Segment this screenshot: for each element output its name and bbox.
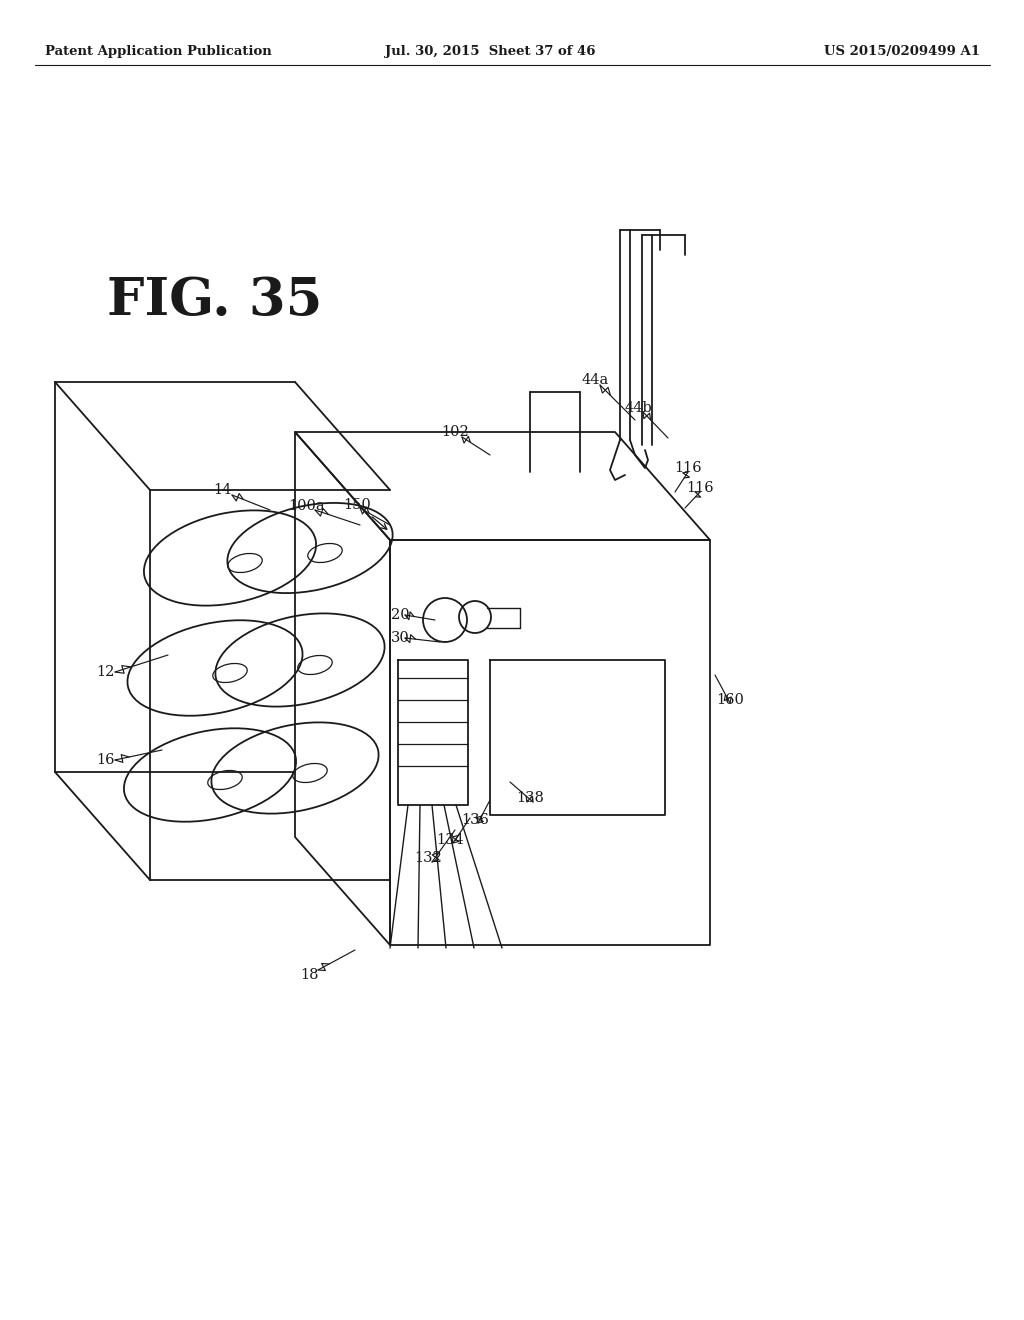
Text: 116: 116 bbox=[686, 480, 714, 495]
Text: 150: 150 bbox=[343, 498, 371, 512]
Text: FIG. 35: FIG. 35 bbox=[108, 275, 323, 326]
Text: Jul. 30, 2015  Sheet 37 of 46: Jul. 30, 2015 Sheet 37 of 46 bbox=[385, 45, 595, 58]
Text: 138: 138 bbox=[516, 791, 544, 805]
Text: 116: 116 bbox=[674, 461, 701, 475]
Text: 30: 30 bbox=[390, 631, 410, 645]
Text: 160: 160 bbox=[716, 693, 744, 708]
Text: 102: 102 bbox=[441, 425, 469, 440]
Text: 20: 20 bbox=[391, 609, 410, 622]
Text: 136: 136 bbox=[461, 813, 488, 828]
Text: Patent Application Publication: Patent Application Publication bbox=[45, 45, 271, 58]
Text: 134: 134 bbox=[436, 833, 464, 847]
Text: 16: 16 bbox=[96, 752, 115, 767]
Text: 100a: 100a bbox=[289, 499, 326, 513]
Text: US 2015/0209499 A1: US 2015/0209499 A1 bbox=[824, 45, 980, 58]
Text: 18: 18 bbox=[301, 968, 319, 982]
Text: 132: 132 bbox=[414, 851, 442, 865]
Text: 44b: 44b bbox=[624, 401, 652, 414]
Text: 14: 14 bbox=[213, 483, 231, 498]
Text: 12: 12 bbox=[96, 665, 115, 678]
Text: 44a: 44a bbox=[582, 374, 608, 387]
